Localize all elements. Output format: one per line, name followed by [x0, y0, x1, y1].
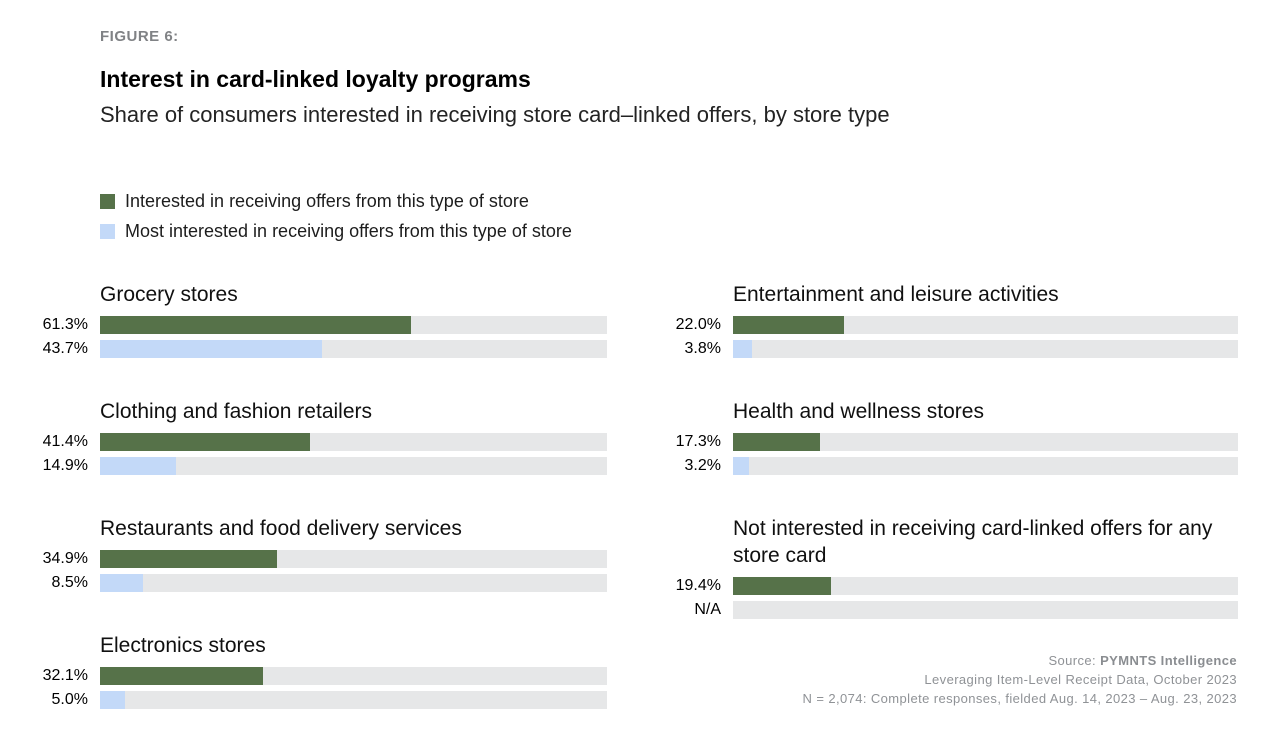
bar-track: [100, 433, 607, 451]
bar-group: Electronics stores 32.1% 5.0%: [0, 632, 607, 709]
bar-group-title: Electronics stores: [100, 634, 266, 657]
bar-column-left: Grocery stores 61.3% 43.7% Clothing and fas…: [0, 281, 607, 736]
bar-group: Health and wellness stores 17.3% 3.2%: [633, 398, 1238, 475]
bar-track: [100, 667, 607, 685]
bar-value-label: 3.2%: [684, 457, 721, 474]
bar-row: N/A: [633, 601, 1238, 619]
bar-track: [733, 577, 1238, 595]
bar-fill: [100, 433, 310, 451]
bar-fill: [100, 691, 126, 709]
report-title-line: Leveraging Item-Level Receipt Data, Octo…: [924, 672, 1237, 687]
bar-row: 32.1%: [0, 667, 607, 685]
bar-row: 34.9%: [0, 550, 607, 568]
bar-fill: [100, 340, 322, 358]
bar-value-label: N/A: [694, 601, 721, 618]
bar-track: [733, 316, 1238, 334]
bar-value-label: 22.0%: [675, 316, 721, 333]
figure-label: FIGURE 6:: [100, 28, 179, 45]
bar-value-label: 34.9%: [42, 550, 88, 567]
bar-fill: [733, 433, 821, 451]
bar-row: 17.3%: [633, 433, 1238, 451]
bar-fill: [733, 577, 831, 595]
bar-value-label: 17.3%: [675, 433, 721, 450]
bar-value-label: 43.7%: [42, 340, 88, 357]
bar-row: 5.0%: [0, 691, 607, 709]
bar-row: 61.3%: [0, 316, 607, 334]
bar-fill: [100, 667, 263, 685]
bar-row: 3.8%: [633, 340, 1238, 358]
bar-value-label: 41.4%: [42, 433, 88, 450]
chart-title: Interest in card-linked loyalty programs: [100, 66, 531, 92]
bar-value-label: 32.1%: [42, 667, 88, 684]
legend-label-interested: Interested in receiving offers from this…: [125, 190, 529, 211]
legend-swatch-most-interested-icon: [100, 223, 115, 239]
bar-value-label: 19.4%: [675, 577, 721, 594]
bar-value-label: 5.0%: [51, 691, 88, 708]
bar-track: [733, 433, 1238, 451]
legend-item-most-interested: Most interested in receiving offers from…: [100, 220, 572, 242]
bar-value-label: 14.9%: [42, 457, 88, 474]
bar-track: [733, 601, 1238, 619]
bar-row: 14.9%: [0, 457, 607, 475]
bar-track: [100, 457, 607, 475]
bar-group-title: Entertainment and leisure activities: [733, 283, 1059, 306]
legend-item-interested: Interested in receiving offers from this…: [100, 190, 572, 212]
chart-header: FIGURE 6: Interest in card-linked loyalt…: [100, 28, 890, 128]
source-name: PYMNTS Intelligence: [1100, 653, 1237, 668]
source-line: Source: PYMNTS Intelligence: [803, 651, 1237, 670]
bar-row: 41.4%: [0, 433, 607, 451]
bar-group: Clothing and fashion retailers 41.4% 14.9%: [0, 398, 607, 475]
bar-value-label: 3.8%: [684, 340, 721, 357]
bar-row: 43.7%: [0, 340, 607, 358]
bar-fill: [733, 340, 753, 358]
bar-row: 3.2%: [633, 457, 1238, 475]
bar-fill: [100, 574, 144, 592]
bar-group-title: Health and wellness stores: [733, 400, 984, 423]
legend-swatch-interested-icon: [100, 193, 115, 209]
source-prefix: Source:: [1048, 653, 1101, 668]
bar-track: [100, 574, 607, 592]
bar-row: 8.5%: [0, 574, 607, 592]
bar-row: 19.4%: [633, 577, 1238, 595]
bar-group: Restaurants and food delivery services 34…: [0, 515, 607, 592]
chart-subtitle: Share of consumers interested in receivi…: [100, 102, 890, 127]
bar-value-label: 8.5%: [51, 574, 88, 591]
bar-fill: [100, 550, 277, 568]
bar-column-right: Entertainment and leisure activities 22.0…: [633, 281, 1238, 659]
bar-fill: [733, 316, 845, 334]
bar-group: Not interested in receiving card-linked …: [633, 515, 1238, 619]
bar-fill: [733, 457, 750, 475]
sample-note-line: N = 2,074: Complete responses, fielded A…: [802, 691, 1237, 706]
bar-track: [100, 550, 607, 568]
bar-group-title: Restaurants and food delivery services: [100, 517, 462, 540]
bar-track: [100, 691, 607, 709]
source-note: Source: PYMNTS Intelligence Leveraging I…: [803, 651, 1237, 708]
bar-group-title: Grocery stores: [100, 283, 238, 306]
bar-track: [100, 340, 607, 358]
bar-track: [733, 457, 1238, 475]
legend-label-most-interested: Most interested in receiving offers from…: [125, 220, 572, 241]
bar-group: Grocery stores 61.3% 43.7%: [0, 281, 607, 358]
bar-fill: [100, 457, 176, 475]
bar-group: Entertainment and leisure activities 22.0…: [633, 281, 1238, 358]
bar-value-label: 61.3%: [42, 316, 88, 333]
bar-track: [100, 316, 607, 334]
legend: Interested in receiving offers from this…: [100, 190, 572, 250]
bar-track: [733, 340, 1238, 358]
bar-group-title: Not interested in receiving card-linked …: [733, 517, 1213, 567]
bar-row: 22.0%: [633, 316, 1238, 334]
bar-fill: [100, 316, 411, 334]
bar-group-title: Clothing and fashion retailers: [100, 400, 372, 423]
